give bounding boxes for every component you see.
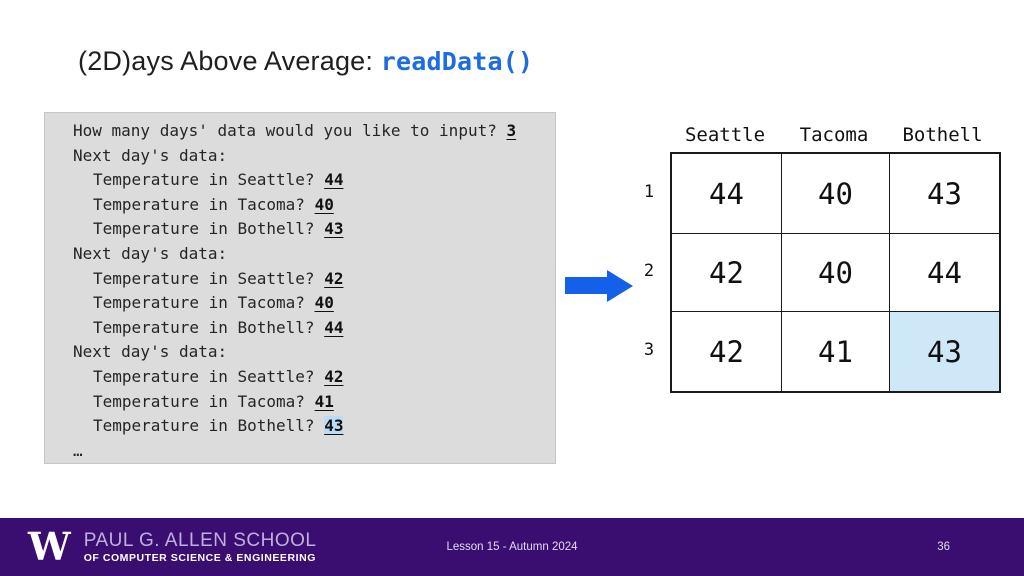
console-prompt-text: Temperature in Bothell? [93, 219, 325, 239]
user-input-value: 42 [324, 366, 344, 386]
table-cell: 40 [782, 154, 890, 234]
uw-w-icon: W [28, 524, 71, 569]
console-line: Temperature in Seattle? 44 [73, 168, 547, 193]
console-prompt-text: Temperature in Seattle? [93, 268, 325, 288]
table-column-headers: Seattle Tacoma Bothell [670, 124, 1001, 152]
table-row-labels: 1 2 3 [628, 152, 670, 393]
column-header-seattle: Seattle [684, 124, 766, 146]
row-label: 1 [643, 182, 655, 202]
title-code: readData() [380, 47, 534, 76]
console-line: Temperature in Tacoma? 40 [73, 193, 547, 218]
console-prompt-text: Next day's data: [73, 342, 228, 362]
column-header-bothell: Bothell [902, 124, 983, 146]
console-line: How many days' data would you like to in… [73, 119, 547, 144]
school-name: PAUL G. ALLEN SCHOOL OF COMPUTER SCIENCE… [84, 530, 317, 565]
console-line: Next day's data: [73, 242, 547, 267]
user-input-value: 41 [314, 391, 334, 411]
console-line: Temperature in Bothell? 44 [73, 316, 547, 341]
column-header-tacoma: Tacoma [799, 124, 869, 146]
table-grid: 44 40 43 42 40 44 42 41 43 [670, 152, 1001, 393]
lesson-label: Lesson 15 - Autumn 2024 [446, 541, 578, 553]
table-cell: 43 [890, 154, 999, 234]
school-name-line1: PAUL G. ALLEN SCHOOL [83, 529, 317, 551]
console-prompt-text: Temperature in Seattle? [93, 170, 325, 190]
console-line: Temperature in Seattle? 42 [73, 267, 547, 292]
user-input-value: 44 [324, 170, 344, 190]
title-text: (2D)ays Above Average: [78, 46, 381, 76]
slide-number: 36 [937, 541, 950, 553]
arrow-head [607, 269, 633, 302]
console-prompt-text: Temperature in Seattle? [93, 366, 325, 386]
user-input-value: 42 [324, 268, 344, 288]
user-input-value: 43 [324, 219, 344, 239]
console-line: Next day's data: [73, 340, 547, 365]
console-prompt-text: … [73, 440, 83, 460]
console-line: … [73, 439, 547, 464]
user-input-value: 44 [324, 317, 344, 337]
console-prompt-text: Temperature in Tacoma? [93, 194, 315, 214]
table-cell: 42 [672, 234, 782, 312]
arrow-shaft [565, 277, 607, 294]
table-cell: 41 [782, 312, 890, 391]
console-line: Next day's data: [73, 144, 547, 169]
table-cell: 43 [890, 312, 999, 391]
page-title: (2D)ays Above Average: readData() [78, 46, 533, 77]
arrow-right-icon [565, 269, 633, 302]
user-input-value: 40 [314, 293, 334, 313]
row-label: 3 [643, 339, 655, 360]
console-line: Temperature in Bothell? 43 [73, 217, 547, 242]
console-line: Temperature in Bothell? 43 [73, 414, 547, 439]
console-prompt-text: Next day's data: [73, 145, 228, 165]
console-line: Temperature in Tacoma? 40 [73, 291, 547, 316]
table-cell: 40 [782, 234, 890, 312]
user-input-value: 43 [324, 416, 344, 436]
console-output: How many days' data would you like to in… [44, 112, 556, 464]
footer-bar: W PAUL G. ALLEN SCHOOL OF COMPUTER SCIEN… [0, 518, 1024, 576]
console-prompt-text: Temperature in Bothell? [93, 416, 325, 436]
school-name-line2: OF COMPUTER SCIENCE & ENGINEERING [83, 551, 316, 564]
row-label: 2 [643, 261, 655, 281]
user-input-value: 40 [314, 194, 334, 214]
user-input-value: 3 [506, 121, 517, 140]
table-cell: 44 [672, 154, 782, 234]
console-prompt-text: Temperature in Tacoma? [93, 293, 315, 313]
console-prompt-text: Next day's data: [73, 243, 228, 263]
table-cell: 44 [890, 234, 999, 312]
console-prompt-text: Temperature in Bothell? [93, 317, 325, 337]
console-line: Temperature in Tacoma? 41 [73, 390, 547, 415]
console-line: Temperature in Seattle? 42 [73, 365, 547, 390]
console-prompt-text: Temperature in Tacoma? [93, 391, 315, 411]
uw-logo: W PAUL G. ALLEN SCHOOL OF COMPUTER SCIEN… [28, 518, 317, 576]
console-prompt-text: How many days' data would you like to in… [73, 121, 507, 140]
table-cell: 42 [672, 312, 782, 391]
